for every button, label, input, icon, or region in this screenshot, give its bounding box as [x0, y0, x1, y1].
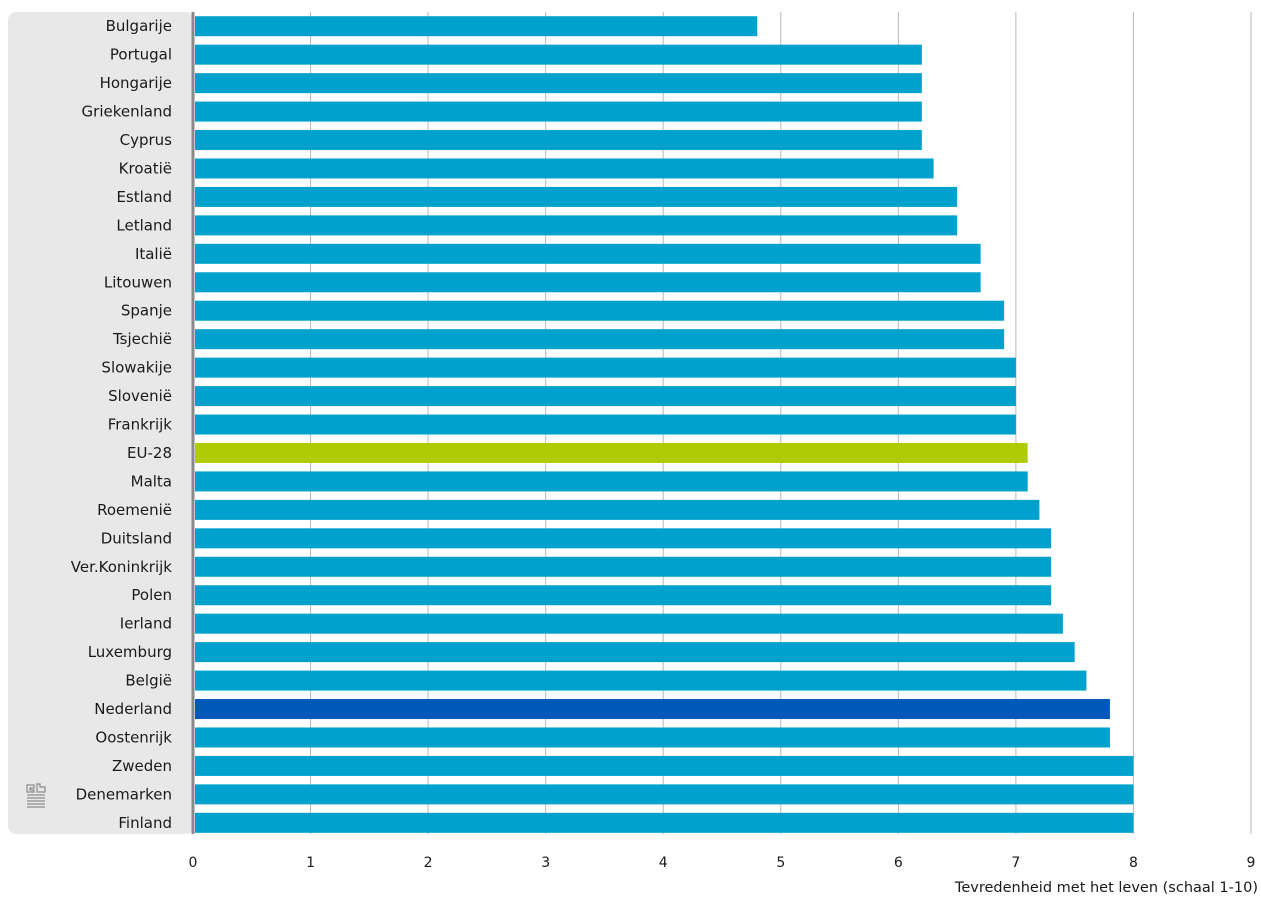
bar-kroati- — [195, 158, 934, 179]
x-tick-label: 5 — [776, 855, 785, 871]
x-tick-label: 4 — [659, 855, 668, 871]
category-label: Bulgarije — [106, 17, 172, 35]
category-label: Kroatië — [119, 159, 172, 177]
category-label: Griekenland — [82, 103, 172, 121]
x-tick-label: 1 — [306, 855, 315, 871]
bar-denemarken — [195, 784, 1134, 805]
category-label: Slowakije — [101, 359, 172, 377]
bar-litouwen — [195, 272, 981, 293]
bar-ierland — [195, 613, 1063, 634]
category-label: Frankrijk — [108, 416, 173, 434]
category-label: Litouwen — [104, 273, 172, 291]
category-label: Letland — [116, 216, 172, 234]
bar-ver-koninkrijk — [195, 556, 1052, 577]
bar-malta — [195, 471, 1028, 492]
category-label: Oostenrijk — [95, 728, 172, 746]
category-label: Polen — [131, 586, 172, 604]
category-label: Luxemburg — [88, 643, 172, 661]
bar-frankrijk — [195, 414, 1016, 435]
bar-letland — [195, 215, 958, 236]
bar-hongarije — [195, 73, 922, 94]
category-label: Portugal — [110, 46, 172, 64]
bar-spanje — [195, 300, 1005, 321]
bar-itali- — [195, 243, 981, 264]
category-label: Spanje — [121, 302, 172, 320]
bar-nederland — [195, 699, 1110, 720]
bar-sloveni- — [195, 386, 1016, 407]
bar-bulgarije — [195, 16, 758, 37]
category-label: Nederland — [94, 700, 172, 718]
category-label-panel — [8, 12, 194, 834]
category-label: Malta — [131, 472, 172, 490]
x-tick-label: 2 — [424, 855, 433, 871]
category-label: Ierland — [120, 615, 172, 633]
category-label: Duitsland — [101, 529, 172, 547]
bar-estland — [195, 186, 958, 207]
bar-roemeni- — [195, 499, 1040, 520]
x-tick-label: 8 — [1129, 855, 1138, 871]
category-label: Hongarije — [100, 74, 172, 92]
category-label: Roemenië — [97, 501, 172, 519]
bar-eu-28 — [195, 442, 1028, 463]
category-label: Zweden — [112, 757, 172, 775]
x-tick-label: 3 — [541, 855, 550, 871]
category-label: Denemarken — [76, 785, 172, 803]
x-axis-title: Tevredenheid met het leven (schaal 1-10) — [954, 880, 1258, 896]
bar-duitsland — [195, 528, 1052, 549]
bar-zweden — [195, 755, 1134, 776]
bars — [195, 16, 1134, 833]
category-label: Estland — [116, 188, 172, 206]
bar-belgi- — [195, 670, 1087, 691]
x-tick-labels: 0 1 2 3 4 5 6 7 8 9 — [189, 855, 1256, 871]
cbs-logo-icon — [26, 783, 46, 808]
bar-tsjechi- — [195, 329, 1005, 350]
x-tick-label: 0 — [189, 855, 198, 871]
bar-portugal — [195, 44, 922, 65]
bar-oostenrijk — [195, 727, 1110, 748]
bar-finland — [195, 812, 1134, 833]
bar-polen — [195, 585, 1052, 606]
x-tick-label: 7 — [1011, 855, 1020, 871]
category-label: Italië — [135, 245, 172, 263]
category-label: Ver.Koninkrijk — [71, 558, 173, 576]
bar-slowakije — [195, 357, 1016, 378]
category-label: België — [125, 672, 172, 690]
category-label: Tsjechië — [112, 330, 172, 348]
bar-cyprus — [195, 130, 922, 151]
x-tick-label: 9 — [1247, 855, 1256, 871]
category-label: Cyprus — [120, 131, 173, 149]
bar-griekenland — [195, 101, 922, 122]
category-labels: Bulgarije Portugal Hongarije Griekenland Cyp… — [71, 17, 173, 832]
category-label: EU-28 — [127, 444, 172, 462]
category-label: Slovenië — [108, 387, 172, 405]
bar-luxemburg — [195, 642, 1075, 663]
category-label: Finland — [118, 814, 172, 832]
x-tick-label: 6 — [894, 855, 903, 871]
